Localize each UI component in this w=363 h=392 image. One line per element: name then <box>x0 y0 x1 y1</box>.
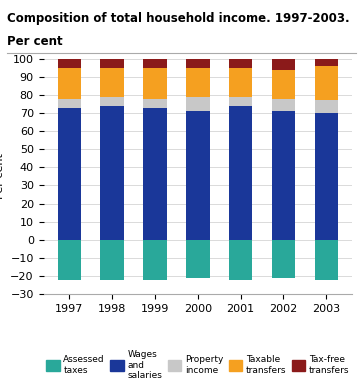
Bar <box>58 240 81 279</box>
Bar <box>314 59 338 66</box>
Bar <box>143 68 167 99</box>
Bar <box>58 59 81 68</box>
Bar <box>143 240 167 279</box>
Bar <box>314 113 338 240</box>
Bar <box>143 59 167 68</box>
Text: Composition of total household income. 1997-2003.: Composition of total household income. 1… <box>7 12 350 25</box>
Bar <box>272 99 295 111</box>
Bar <box>229 240 252 279</box>
Bar <box>229 97 252 106</box>
Bar <box>186 97 209 111</box>
Text: Per cent: Per cent <box>7 35 63 48</box>
Y-axis label: Per cent: Per cent <box>0 153 5 200</box>
Bar <box>186 59 209 68</box>
Bar <box>101 68 124 97</box>
Bar <box>58 68 81 99</box>
Bar <box>272 70 295 99</box>
Bar <box>143 108 167 240</box>
Bar <box>58 99 81 108</box>
Bar <box>58 108 81 240</box>
Bar <box>314 100 338 113</box>
Bar <box>272 111 295 240</box>
Bar <box>101 240 124 279</box>
Bar <box>314 240 338 279</box>
Bar <box>186 68 209 97</box>
Bar <box>229 68 252 97</box>
Bar <box>314 66 338 100</box>
Legend: Assessed
taxes, Wages
and
salaries, Property
income, Taxable
transfers, Tax-free: Assessed taxes, Wages and salaries, Prop… <box>46 350 350 380</box>
Bar <box>272 240 295 278</box>
Bar <box>101 97 124 106</box>
Bar <box>272 59 295 70</box>
Bar <box>229 59 252 68</box>
Bar <box>143 99 167 108</box>
Bar <box>186 240 209 278</box>
Bar <box>229 106 252 240</box>
Bar <box>186 111 209 240</box>
Bar <box>101 59 124 68</box>
Bar <box>101 106 124 240</box>
